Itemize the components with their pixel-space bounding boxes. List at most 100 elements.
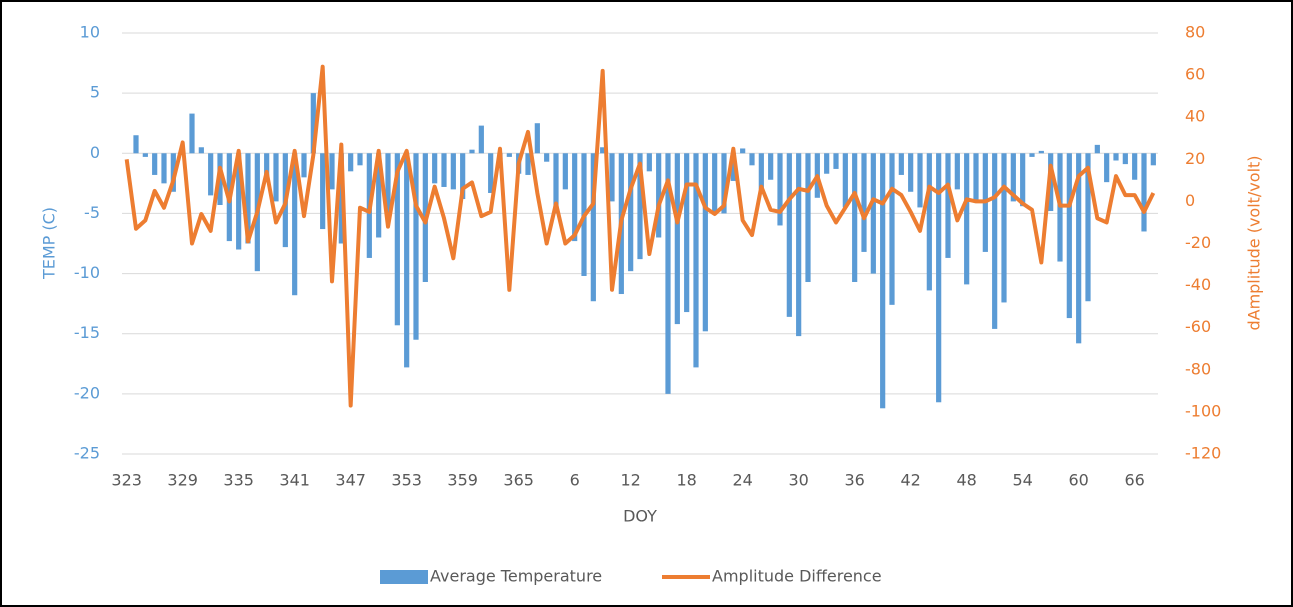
bar xyxy=(1085,153,1091,302)
y2-axis-title: dAmplitude (volt/volt) xyxy=(1245,155,1264,330)
bar xyxy=(777,153,783,226)
bar xyxy=(740,148,746,154)
bar xyxy=(1076,153,1082,344)
bar xyxy=(861,153,867,252)
y2-tick-label: 0 xyxy=(1185,191,1195,210)
y-tick-label: 5 xyxy=(90,83,100,102)
x-tick-label: 60 xyxy=(1068,471,1088,490)
bar xyxy=(954,153,960,190)
x-tick-label: 24 xyxy=(732,471,752,490)
bar xyxy=(656,153,662,238)
bar xyxy=(824,153,830,174)
bar xyxy=(488,153,494,193)
bar xyxy=(964,153,970,285)
bar xyxy=(852,153,858,282)
bar xyxy=(1132,153,1138,180)
bar xyxy=(198,147,204,154)
bar xyxy=(889,153,895,305)
y-tick-label: 10 xyxy=(80,23,100,42)
y2-tick-label: -60 xyxy=(1185,317,1211,336)
bar xyxy=(702,153,708,332)
bar xyxy=(348,153,354,172)
legend-swatch xyxy=(380,570,428,584)
bar xyxy=(142,153,148,157)
bar xyxy=(880,153,886,409)
bar xyxy=(805,153,811,282)
x-tick-label: 341 xyxy=(279,471,310,490)
bar xyxy=(161,153,167,184)
bar xyxy=(768,153,774,180)
bar xyxy=(1001,153,1007,303)
bar xyxy=(674,153,680,325)
y-tick-label: -25 xyxy=(74,444,100,463)
y2-tick-label: -40 xyxy=(1185,275,1211,294)
y2-tick-label: -80 xyxy=(1185,359,1211,378)
bar xyxy=(1066,153,1072,319)
bar xyxy=(236,153,242,250)
bar xyxy=(301,153,307,178)
x-tick-label: 365 xyxy=(503,471,534,490)
bar xyxy=(1150,153,1156,166)
bar xyxy=(600,147,606,154)
x-tick-label: 347 xyxy=(335,471,366,490)
bar xyxy=(264,153,270,178)
y-tick-label: -20 xyxy=(74,383,100,402)
line xyxy=(124,64,1156,408)
legend-label: Amplitude Difference xyxy=(712,567,882,586)
y2-tick-label: -20 xyxy=(1185,233,1211,252)
bar xyxy=(292,153,298,296)
x-tick-label: 48 xyxy=(956,471,976,490)
bar xyxy=(992,153,998,329)
bar xyxy=(936,153,942,403)
bar xyxy=(1029,153,1035,157)
bar xyxy=(329,153,335,190)
bar xyxy=(450,153,456,190)
bar xyxy=(665,153,671,394)
legend-label: Average Temperature xyxy=(430,567,602,586)
bar xyxy=(945,153,951,258)
bar xyxy=(1122,153,1128,165)
x-axis-title: DOY xyxy=(623,507,657,526)
bar xyxy=(712,153,718,214)
bar xyxy=(786,153,792,317)
x-tick-label: 30 xyxy=(788,471,808,490)
bar xyxy=(870,153,876,274)
y2-tick-label: 20 xyxy=(1185,149,1205,168)
bar xyxy=(413,153,419,340)
bar xyxy=(908,153,914,192)
bar xyxy=(208,153,214,196)
y-tick-label: -5 xyxy=(84,203,100,222)
bar xyxy=(525,153,531,175)
bar xyxy=(469,149,475,154)
bar xyxy=(842,153,848,208)
x-tick-label: 359 xyxy=(447,471,478,490)
bar xyxy=(1020,153,1026,207)
bar xyxy=(572,153,578,242)
y2-tick-label: 60 xyxy=(1185,65,1205,84)
x-tick-label: 54 xyxy=(1012,471,1032,490)
bar xyxy=(693,153,699,368)
bar xyxy=(917,153,923,208)
bar xyxy=(749,153,755,166)
bar xyxy=(245,153,251,244)
x-tick-label: 329 xyxy=(167,471,198,490)
y-axis-title: TEMP (C) xyxy=(40,207,59,280)
x-tick-label: 323 xyxy=(111,471,142,490)
bar xyxy=(1038,150,1044,154)
bar xyxy=(898,153,904,175)
y-tick-label: 0 xyxy=(90,143,100,162)
y-tick-label: -15 xyxy=(74,323,100,342)
x-tick-label: 6 xyxy=(570,471,580,490)
bar xyxy=(152,153,158,175)
bar xyxy=(721,153,727,214)
bar xyxy=(1010,153,1016,202)
bar xyxy=(1104,153,1110,183)
bar xyxy=(189,113,195,154)
bar xyxy=(478,125,484,154)
bar xyxy=(973,153,979,202)
bar xyxy=(562,153,568,190)
bar xyxy=(590,153,596,302)
bar xyxy=(385,153,391,220)
bar xyxy=(758,153,764,190)
bar xyxy=(1113,153,1119,161)
